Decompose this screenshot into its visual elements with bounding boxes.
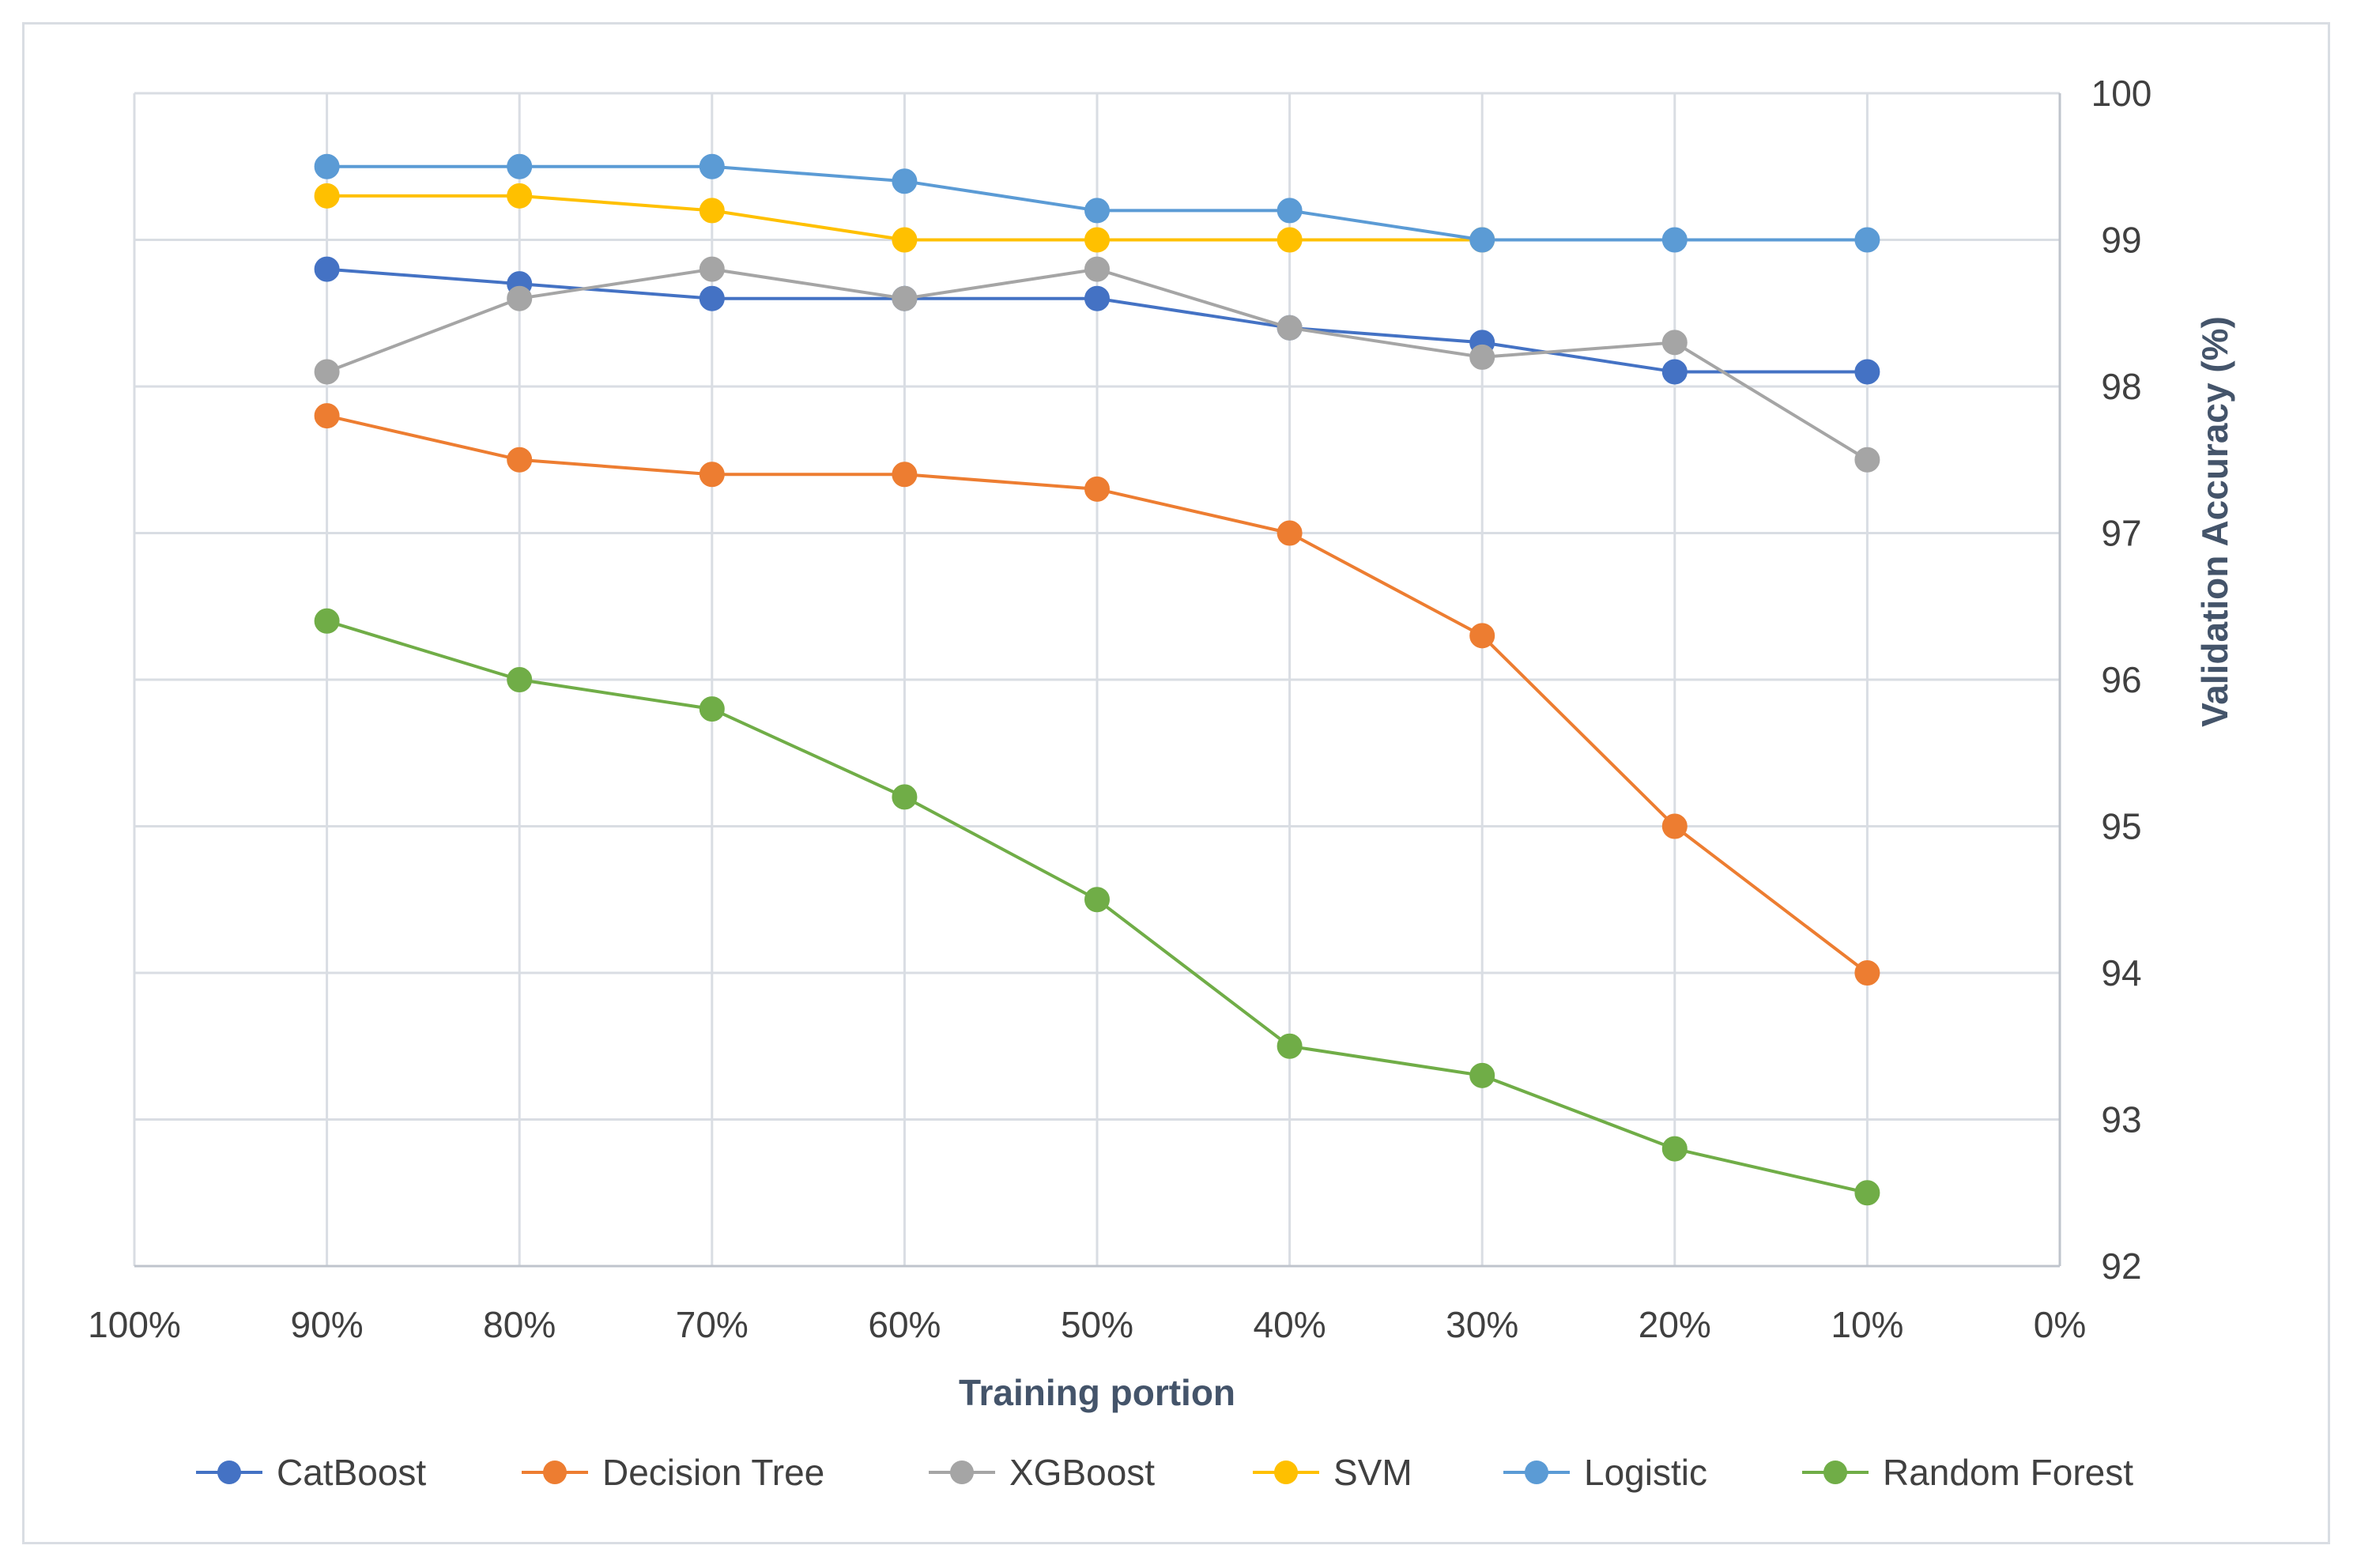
data-point [892, 227, 918, 253]
data-point [507, 667, 533, 692]
data-point [1084, 256, 1110, 282]
legend-marker [543, 1461, 567, 1484]
data-point [892, 462, 918, 488]
legend-marker [1274, 1461, 1298, 1484]
data-point [507, 153, 533, 179]
legend-label: Decision Tree [602, 1452, 824, 1493]
legend-marker [1525, 1461, 1548, 1484]
series-logistic [314, 153, 1880, 253]
legend-marker [217, 1461, 241, 1484]
x-axis-title: Training portion [959, 1372, 1235, 1413]
legend-label: CatBoost [277, 1452, 426, 1493]
data-point [1277, 520, 1303, 546]
y-tick-label: 100 [2091, 73, 2152, 114]
legend-item: XGBoost [929, 1452, 1155, 1493]
data-point [1277, 227, 1303, 253]
x-tick-label: 20% [1639, 1304, 1711, 1345]
data-point [1084, 476, 1110, 502]
data-point [1661, 1136, 1688, 1162]
data-point [1661, 813, 1688, 839]
data-point [1469, 344, 1495, 370]
x-tick-label: 40% [1254, 1304, 1326, 1345]
data-point [699, 696, 725, 722]
data-point [892, 784, 918, 810]
legend-item: SVM [1253, 1452, 1412, 1493]
data-point [699, 256, 725, 282]
y-tick-label: 94 [2101, 952, 2141, 993]
data-point [314, 608, 340, 634]
x-tick-label: 60% [868, 1304, 941, 1345]
legend-marker [950, 1461, 974, 1484]
data-point [1084, 285, 1110, 311]
data-point [892, 285, 918, 311]
data-point [507, 183, 533, 209]
x-tick-label: 10% [1831, 1304, 1903, 1345]
data-point [1854, 447, 1880, 473]
y-tick-label: 99 [2101, 220, 2141, 261]
x-tick-label: 50% [1061, 1304, 1133, 1345]
data-point [1277, 315, 1303, 341]
data-point [1469, 227, 1495, 253]
legend-item: Decision Tree [522, 1452, 824, 1493]
data-point [314, 403, 340, 429]
data-point [699, 462, 725, 488]
legend-item: CatBoost [196, 1452, 426, 1493]
x-tick-label: 0% [2034, 1304, 2086, 1345]
data-point [1661, 227, 1688, 253]
y-tick-label: 98 [2101, 366, 2141, 407]
series-random-forest [314, 608, 1880, 1206]
y-tick-label: 92 [2101, 1246, 2141, 1287]
axes: 100% 90% 80% 70% 60% 50% 40% 30% 20% 10% 0% 92 93 94 9… [88, 73, 2151, 1345]
legend-item: Logistic [1503, 1452, 1707, 1493]
data-point [1084, 887, 1110, 913]
y-tick-label: 95 [2101, 806, 2141, 847]
data-point [1469, 623, 1495, 649]
y-tick-label: 97 [2101, 513, 2141, 554]
series-svm [314, 183, 1495, 253]
series-decision-tree [314, 403, 1880, 986]
legend-label: XGBoost [1009, 1452, 1155, 1493]
data-point [1084, 198, 1110, 224]
x-tick-label: 70% [676, 1304, 749, 1345]
data-point [1277, 198, 1303, 224]
legend: CatBoost Decision Tree XGBoost SVM Logistic R… [196, 1452, 2133, 1493]
legend-label: SVM [1333, 1452, 1412, 1493]
data-point [892, 168, 918, 194]
data-point [1661, 330, 1688, 356]
data-point [314, 256, 340, 282]
series-xgboost [314, 256, 1880, 473]
data-point [1854, 1180, 1880, 1206]
data-point [1854, 227, 1880, 253]
data-point [314, 359, 340, 385]
data-point [699, 153, 725, 179]
data-point [1084, 227, 1110, 253]
legend-marker [1823, 1461, 1847, 1484]
y-tick-label: 96 [2101, 659, 2141, 700]
y-tick-label: 93 [2101, 1099, 2141, 1140]
data-point [314, 183, 340, 209]
data-point [1854, 960, 1880, 986]
data-point [699, 198, 725, 224]
data-point [699, 285, 725, 311]
x-tick-label: 90% [291, 1304, 364, 1345]
x-tick-label: 80% [483, 1304, 556, 1345]
data-point [1469, 1062, 1495, 1088]
data-point [1854, 359, 1880, 385]
x-tick-label: 100% [88, 1304, 181, 1345]
y-axis-title: Validation Accuracy (%) [2194, 316, 2235, 727]
legend-label: Random Forest [1883, 1452, 2133, 1493]
data-point [507, 447, 533, 473]
data-point [1661, 359, 1688, 385]
legend-item: Random Forest [1802, 1452, 2133, 1493]
x-tick-label: 30% [1446, 1304, 1518, 1345]
series-group [314, 153, 1880, 1206]
data-point [314, 153, 340, 179]
data-point [1277, 1033, 1303, 1059]
data-point [507, 285, 533, 311]
legend-label: Logistic [1584, 1452, 1707, 1493]
